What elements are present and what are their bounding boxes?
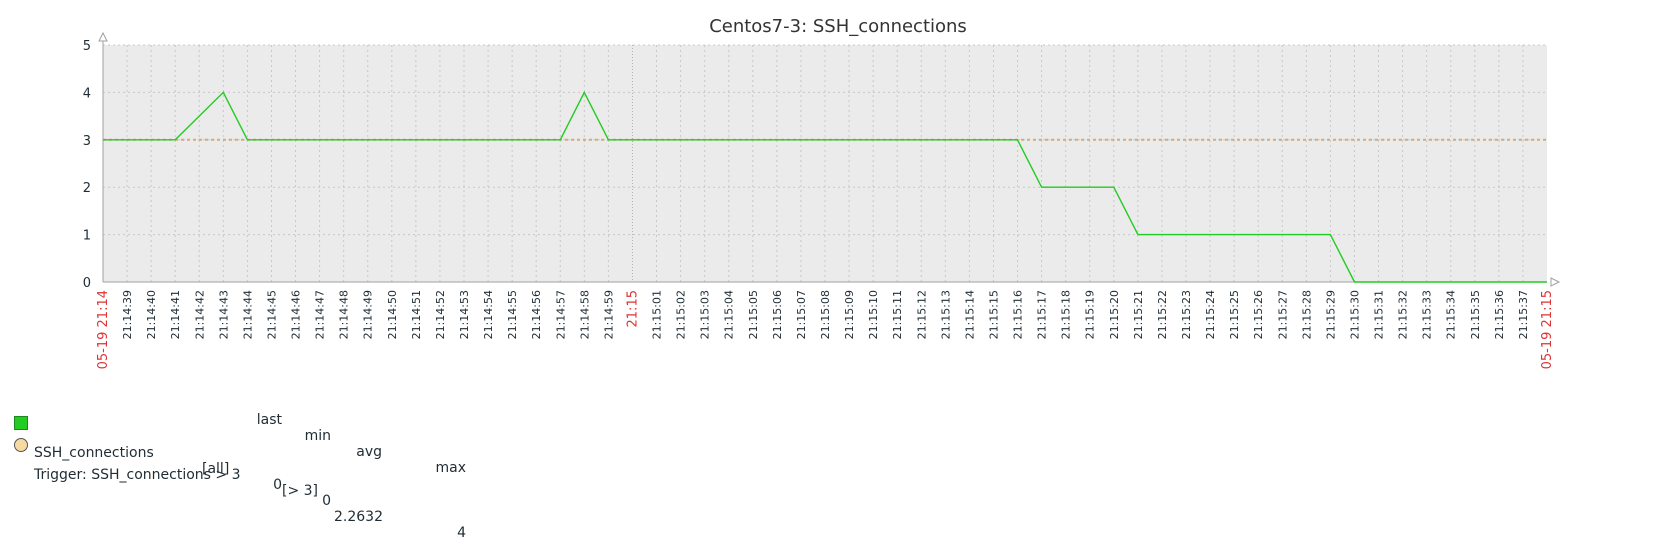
plot-area	[103, 45, 1547, 282]
x-tick-label: 21:14:48	[338, 290, 351, 339]
y-tick-label: 0	[83, 276, 91, 291]
legend-header-max: max	[435, 460, 466, 476]
x-tick-label: 21:15:23	[1180, 290, 1193, 339]
x-tick-label: 21:14:57	[554, 290, 567, 339]
legend-header-avg: avg	[356, 444, 382, 460]
x-tick-label: 21:14:42	[193, 290, 206, 339]
x-tick-label: 21:15:02	[675, 290, 688, 339]
y-tick-label: 3	[83, 134, 91, 149]
x-tick-label: 21:15:31	[1373, 290, 1386, 339]
x-tick-label: 21:15:07	[795, 290, 808, 339]
x-tick-label: 21:14:39	[121, 290, 134, 339]
x-tick-label: 21:15:01	[651, 290, 664, 339]
x-tick-label: 21:15:30	[1348, 290, 1361, 339]
legend-header-last: last	[256, 412, 282, 428]
x-tick-label: 21:15:18	[1060, 290, 1073, 339]
x-tick-label: 21:15:14	[963, 290, 976, 339]
x-tick-label: 21:15:21	[1132, 290, 1145, 339]
x-tick-label: 21:14:56	[530, 290, 543, 339]
x-tick-label: 21:15:37	[1517, 290, 1530, 339]
trigger-icon	[14, 438, 28, 452]
y-tick-label: 2	[83, 181, 91, 196]
legend-item-name: SSH_connections	[34, 445, 154, 461]
x-tick-label: 21:14:54	[482, 290, 495, 339]
x-tick-label: 21:15:03	[699, 290, 712, 339]
x-axis-arrow	[1550, 277, 1561, 287]
x-tick-label: 21:15	[625, 290, 640, 327]
x-tick-label: 21:15:35	[1469, 290, 1482, 339]
x-tick-label: 21:15:11	[891, 290, 904, 339]
x-tick-label: 21:15:10	[867, 290, 880, 339]
x-tick-label: 21:15:08	[819, 290, 832, 339]
x-tick-label: 21:14:41	[169, 290, 182, 339]
x-tick-label: 21:15:06	[771, 290, 784, 339]
legend-item-max: 4	[457, 525, 466, 541]
x-tick-label: 21:15:32	[1397, 290, 1410, 339]
y-axis-arrow	[98, 31, 108, 42]
x-tick-label: 21:14:58	[578, 290, 591, 339]
series-line-ssh-connections	[103, 90, 1547, 283]
x-end-label: 05-19 21:15	[1540, 290, 1555, 369]
trigger-label: Trigger: SSH_connections > 3	[34, 467, 241, 483]
x-tick-label: 21:15:09	[843, 290, 856, 339]
x-tick-label: 21:15:13	[939, 290, 952, 339]
x-tick-label: 21:15:27	[1276, 290, 1289, 339]
legend-header-min: min	[304, 428, 331, 444]
x-tick-label: 21:15:12	[915, 290, 928, 339]
y-tick-label: 4	[83, 86, 91, 101]
chart-title: Centos7-3: SSH_connections	[709, 16, 967, 37]
x-tick-label: 21:14:50	[386, 290, 399, 339]
x-tick-label: 21:14:53	[458, 290, 471, 339]
x-tick-label: 21:15:17	[1036, 290, 1049, 339]
chart: Centos7-3: SSH_connections 0 1 2 3 4 5 21:14:3…	[83, 16, 1561, 369]
x-tick-label: 21:15:15	[987, 290, 1000, 339]
x-tick-label: 21:15:04	[723, 290, 736, 339]
x-tick-label: 21:15:24	[1204, 290, 1217, 339]
x-tick-label: 21:14:45	[265, 290, 278, 339]
x-tick-label: 21:15:22	[1156, 290, 1169, 339]
x-tick-label: 21:15:36	[1493, 290, 1506, 339]
x-tick-label: 21:14:49	[362, 290, 375, 339]
x-tick-label: 21:14:44	[241, 290, 254, 339]
x-tick-label: 21:14:55	[506, 290, 519, 339]
x-tick-label: 21:14:43	[217, 290, 230, 339]
x-tick-label: 21:15:34	[1445, 290, 1458, 339]
x-tick-label: 21:14:47	[314, 290, 327, 339]
x-tick-label: 21:14:40	[145, 290, 158, 339]
x-tick-label: 21:14:52	[434, 290, 447, 339]
trigger-condition: [> 3]	[282, 483, 319, 499]
x-tick-label: 21:15:29	[1324, 290, 1337, 339]
y-tick-label: 1	[83, 229, 91, 244]
legend-item-avg: 2.2632	[334, 509, 383, 525]
x-tick-label: 21:15:05	[747, 290, 760, 339]
x-tick-label: 21:14:59	[602, 290, 615, 339]
x-tick-label: 21:15:25	[1228, 290, 1241, 339]
legend-item-last: 0	[273, 477, 282, 493]
x-start-label: 05-19 21:14	[96, 290, 111, 369]
series-color-swatch	[14, 416, 28, 430]
x-tick-label: 21:14:46	[290, 290, 303, 339]
legend-item-trigger: Trigger: SSH_connections > 3 [> 3]	[14, 435, 318, 499]
x-tick-label: 21:15:19	[1084, 290, 1097, 339]
x-tick-label: 21:15:20	[1108, 290, 1121, 339]
x-tick-label: 21:14:51	[410, 290, 423, 339]
x-tick-label: 21:15:16	[1012, 290, 1025, 339]
x-tick-label: 21:15:33	[1421, 290, 1434, 339]
x-tick-label: 21:15:26	[1252, 290, 1265, 339]
y-tick-label: 5	[83, 39, 91, 54]
x-tick-label: 21:15:28	[1300, 290, 1313, 339]
